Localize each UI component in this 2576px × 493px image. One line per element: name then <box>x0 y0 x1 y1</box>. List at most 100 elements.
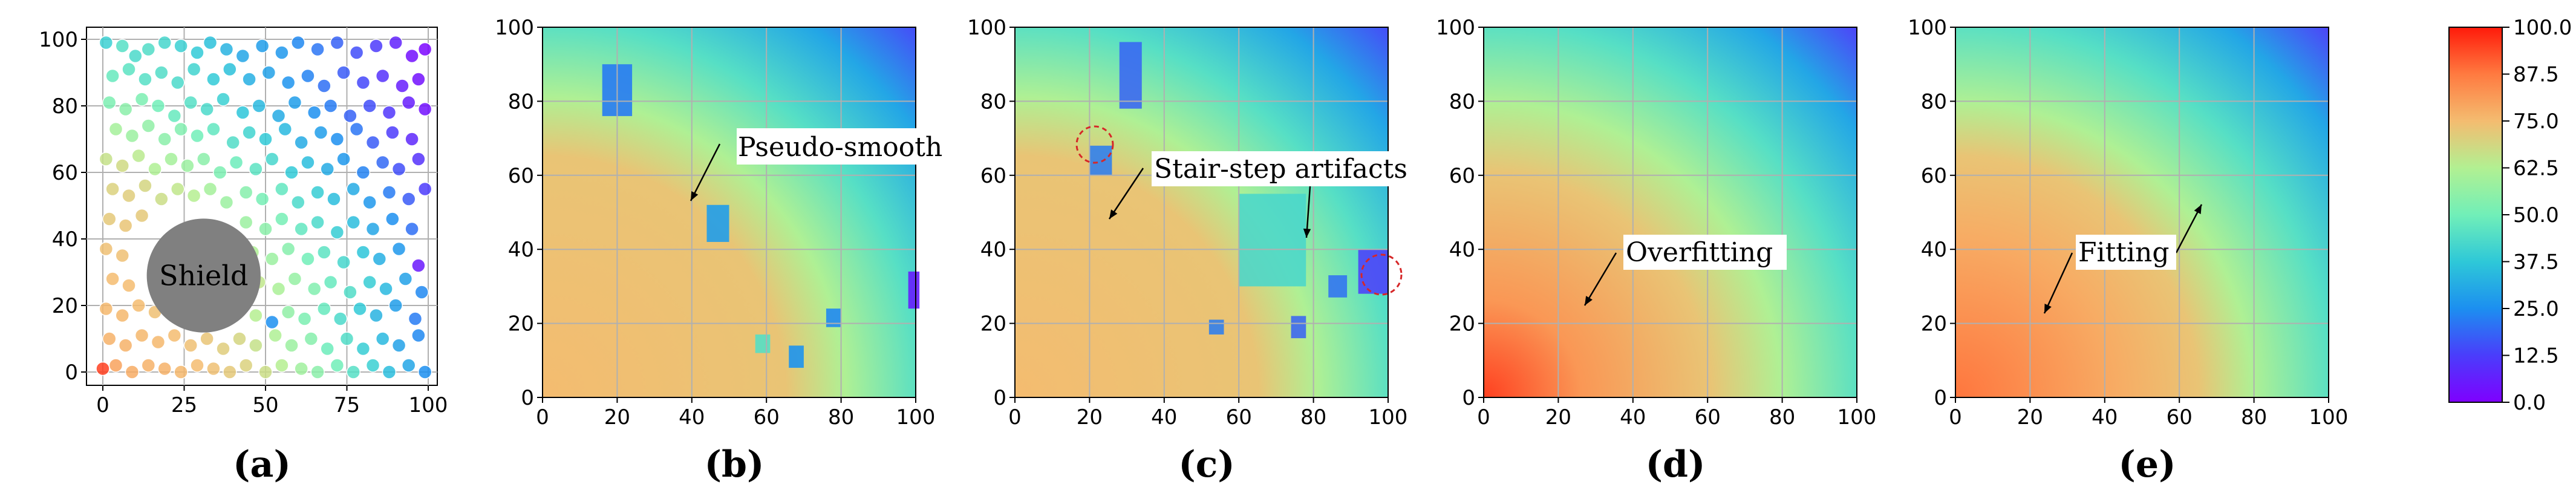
scatter-point <box>320 341 334 356</box>
scatter-point <box>174 122 188 137</box>
scatter-point <box>226 135 240 150</box>
y-tick-label: 100 <box>1436 16 1475 40</box>
scatter-point <box>200 331 214 346</box>
panel-b-frame <box>542 27 916 398</box>
scatter-point <box>134 328 149 343</box>
scatter-point <box>356 165 371 180</box>
scatter-point <box>294 361 308 376</box>
x-tick-label: 100 <box>409 393 448 417</box>
scatter-point <box>333 312 348 326</box>
scatter-point <box>102 95 117 110</box>
y-tick-label: 60 <box>1449 164 1475 188</box>
y-tick-label: 60 <box>1921 164 1947 188</box>
x-tick-label: 100 <box>1837 405 1877 429</box>
scatter-point <box>170 75 185 90</box>
artifact-patch <box>706 204 729 242</box>
artifact-patch <box>789 345 804 368</box>
scatter-point <box>138 72 152 87</box>
y-tick-label: 40 <box>980 238 1006 262</box>
panel-d-heatmap <box>1484 27 1857 397</box>
scatter-point <box>365 135 380 150</box>
scatter-point <box>375 331 390 346</box>
panel-a-caption: (a) <box>233 443 291 486</box>
scatter-point <box>362 275 377 290</box>
x-tick-label: 60 <box>1695 405 1721 429</box>
scatter-point <box>229 155 244 170</box>
scatter-point <box>157 132 172 146</box>
scatter-point <box>320 162 334 177</box>
scatter-point <box>375 155 390 170</box>
arrow-pseudo-smooth-head <box>691 191 699 201</box>
panel-b: 0 20 40 60 80 100 0 20 40 60 80 100 Pseudo-smooth (… <box>495 16 967 486</box>
scatter-point <box>414 285 429 299</box>
scatter-point <box>261 65 276 80</box>
scatter-point <box>99 35 114 50</box>
scatter-point <box>167 108 182 123</box>
scatter-point <box>362 99 377 113</box>
colorbar-tick-label: 12.5 <box>2513 344 2559 368</box>
y-tick-label: 20 <box>52 294 78 318</box>
scatter-point <box>108 358 123 373</box>
panel-d: 0 20 40 60 80 100 0 20 40 60 80 100 Overfitting (d) <box>1436 16 1876 486</box>
scatter-point <box>401 358 416 373</box>
scatter-point <box>216 341 230 356</box>
scatter-point <box>118 102 133 117</box>
panel-c-annotation-box <box>1152 151 1418 186</box>
arrow-stair-step-left-head <box>1109 209 1118 219</box>
scatter-point <box>372 252 387 266</box>
scatter-point <box>336 255 351 270</box>
x-tick-label: 80 <box>828 405 854 429</box>
x-tick-label: 80 <box>2241 405 2267 429</box>
scatter-point <box>186 188 201 203</box>
scatter-point <box>287 95 302 110</box>
colorbar-tick-label: 100.0 <box>2513 16 2572 40</box>
scatter-point <box>310 215 325 230</box>
scatter-point <box>190 128 204 143</box>
scatter-point <box>323 99 338 113</box>
scatter-point <box>294 221 308 237</box>
y-tick-label: 80 <box>1921 90 1947 114</box>
y-tick-label: 0 <box>1934 386 1947 410</box>
scatter-point <box>108 122 123 137</box>
scatter-point <box>343 285 357 299</box>
y-tick-label: 100 <box>495 16 534 40</box>
scatter-point <box>284 338 299 353</box>
scatter-point <box>365 358 380 373</box>
x-tick-label: 50 <box>252 393 278 417</box>
scatter-point <box>330 225 345 240</box>
colorbar-tick-label: 37.5 <box>2513 250 2559 275</box>
scatter-point <box>174 39 188 53</box>
scatter-point <box>203 181 218 197</box>
scatter-point <box>281 241 296 256</box>
panel-a-frame <box>86 27 438 386</box>
scatter-point <box>258 365 273 379</box>
y-tick-label: 0 <box>521 386 534 410</box>
colorbar-tick-label: 25.0 <box>2513 297 2559 321</box>
panel-b-annotation-box <box>737 128 967 165</box>
scatter-point <box>102 331 117 346</box>
scatter-point <box>125 128 140 143</box>
scatter-point <box>265 315 279 330</box>
x-tick-label: 75 <box>334 393 360 417</box>
scatter-point <box>356 341 371 356</box>
scatter-point <box>235 105 250 120</box>
scatter-point <box>411 72 426 87</box>
scatter-point <box>411 328 426 343</box>
panel-b-annotation: Pseudo-smooth <box>738 132 942 163</box>
scatter-point <box>219 195 234 210</box>
scatter-point <box>284 165 299 180</box>
panel-a: Shield 0 25 50 75 100 0 20 40 60 80 100 (a) <box>39 27 448 486</box>
scatter-point <box>307 105 322 120</box>
arrow-fitting-right <box>2175 204 2203 253</box>
panel-c-heatmap <box>1015 27 1388 397</box>
panel-e-frame <box>1955 27 2329 398</box>
y-tick-label: 20 <box>1921 312 1947 336</box>
y-tick-label: 80 <box>1449 90 1475 114</box>
scatter-point <box>122 188 136 203</box>
scatter-point <box>141 358 156 373</box>
scatter-point <box>102 212 117 226</box>
scatter-point <box>131 298 146 313</box>
y-tick-label: 80 <box>52 94 78 119</box>
scatter-point <box>405 48 419 64</box>
